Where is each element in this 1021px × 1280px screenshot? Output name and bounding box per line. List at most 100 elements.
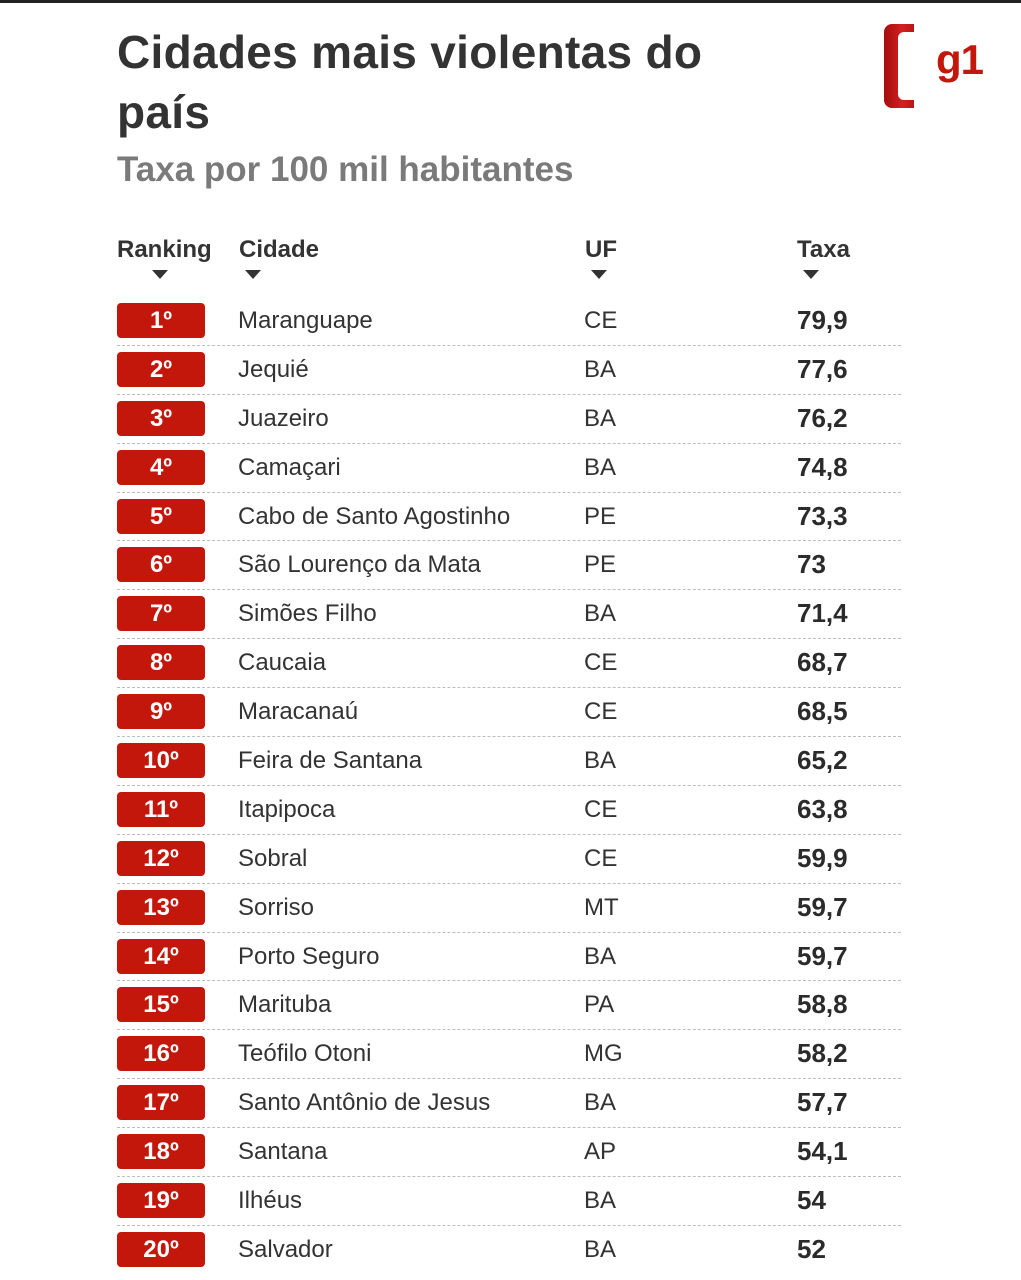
rank-badge: 12º	[117, 840, 205, 876]
table-row: 7º Simões Filho BA 71,4	[117, 590, 901, 640]
state-code: BA	[584, 1235, 617, 1263]
state-code: BA	[584, 453, 617, 481]
logo-text: g1	[936, 36, 984, 83]
state-code: BA	[584, 1089, 617, 1117]
header-uf[interactable]: UF	[585, 236, 617, 286]
logo-bracket-icon	[884, 24, 914, 108]
rate-value: 59,7	[797, 940, 848, 971]
table-row: 15º Marituba PA 58,8	[117, 981, 901, 1031]
state-code: CE	[584, 307, 618, 334]
rank-badge: 14º	[117, 938, 205, 974]
rate-value: 54,1	[797, 1136, 848, 1167]
table-row: 16º Teófilo Otoni MG 58,2	[117, 1030, 901, 1080]
top-rule	[0, 0, 1021, 3]
sort-arrow-icon	[152, 270, 168, 279]
state-code: BA	[584, 747, 617, 775]
table-row: 20º Salvador BA 52	[117, 1226, 901, 1275]
state-code: CE	[584, 649, 618, 677]
state-code: PE	[584, 502, 617, 530]
table-row: 17º Santo Antônio de Jesus BA 57,7	[117, 1079, 901, 1129]
header-ranking-label: Ranking	[117, 236, 212, 263]
rank-badge: 17º	[117, 1085, 205, 1121]
state-code: BA	[584, 600, 617, 628]
city-name: São Lourenço da Mata	[238, 551, 481, 579]
city-name: Feira de Santana	[238, 747, 423, 775]
state-code: BA	[584, 404, 617, 432]
sort-arrow-icon	[803, 270, 819, 279]
state-code: PE	[584, 551, 617, 579]
rank-badge: 16º	[117, 1036, 205, 1072]
sort-arrow-icon	[245, 270, 261, 279]
sort-arrow-icon	[591, 270, 607, 279]
ranking-table: 1º Maranguape CE 79,9 2º Jequié BA 77,6 3º Juazei…	[117, 297, 901, 1275]
table-row: 6º São Lourenço da Mata PE 73	[117, 541, 901, 591]
state-code: BA	[584, 942, 617, 970]
page-subtitle: Taxa por 100 mil habitantes	[117, 150, 574, 189]
header-taxa-label: Taxa	[797, 236, 850, 263]
rate-value: 76,2	[797, 402, 848, 433]
table-row: 10º Feira de Santana BA 65,2	[117, 737, 901, 786]
rate-value: 74,8	[797, 451, 848, 482]
table-row: 1º Maranguape CE 79,9	[117, 297, 901, 346]
city-name: Simões Filho	[238, 600, 377, 628]
rank-badge: 20º	[117, 1231, 205, 1267]
city-name: Marituba	[238, 991, 332, 1019]
city-name: Ilhéus	[238, 1187, 303, 1215]
rate-value: 57,7	[797, 1087, 848, 1118]
city-name: Teófilo Otoni	[238, 1040, 372, 1068]
table-row: 18º Santana AP 54,1	[117, 1128, 901, 1178]
rate-value: 63,8	[797, 793, 848, 824]
city-name: Juazeiro	[238, 404, 329, 432]
rank-badge: 1º	[117, 303, 205, 338]
rate-value: 77,6	[797, 353, 848, 384]
state-code: CE	[584, 795, 618, 823]
rate-value: 52	[797, 1233, 826, 1264]
rank-badge: 9º	[117, 694, 205, 730]
rank-badge: 5º	[117, 498, 205, 534]
city-name: Maracanaú	[238, 698, 359, 726]
city-name: Santana	[238, 1138, 328, 1166]
state-code: CE	[584, 698, 618, 726]
city-name: Porto Seguro	[238, 942, 380, 970]
state-code: AP	[584, 1138, 617, 1166]
rank-badge: 15º	[117, 987, 205, 1023]
rank-badge: 8º	[117, 645, 205, 681]
rate-value: 73,3	[797, 500, 848, 531]
table-row: 8º Caucaia CE 68,7	[117, 639, 901, 689]
rate-value: 68,5	[797, 696, 848, 727]
city-name: Salvador	[238, 1235, 333, 1263]
state-code: MT	[584, 893, 619, 921]
city-name: Itapipoca	[238, 795, 336, 823]
rate-value: 54	[797, 1185, 826, 1216]
rate-value: 65,2	[797, 745, 848, 776]
table-row: 19º Ilhéus BA 54	[117, 1177, 901, 1226]
city-name: Sobral	[238, 844, 308, 872]
city-name: Jequié	[238, 355, 309, 383]
rate-value: 59,7	[797, 891, 848, 922]
table-row: 3º Juazeiro BA 76,2	[117, 395, 901, 444]
city-name: Maranguape	[238, 307, 373, 334]
rank-badge: 19º	[117, 1183, 205, 1219]
rank-badge: 3º	[117, 400, 205, 436]
city-name: Caucaia	[238, 649, 327, 677]
table-row: 4º Camaçari BA 74,8	[117, 444, 901, 493]
header-uf-label: UF	[585, 236, 617, 263]
rank-badge: 11º	[117, 791, 205, 827]
rank-badge: 2º	[117, 351, 205, 387]
header-ranking[interactable]: Ranking	[117, 236, 212, 286]
table-row: 14º Porto Seguro BA 59,7	[117, 933, 901, 982]
rank-badge: 7º	[117, 596, 205, 632]
rank-badge: 18º	[117, 1134, 205, 1170]
city-name: Camaçari	[238, 453, 341, 481]
table-row: 2º Jequié BA 77,6	[117, 346, 901, 395]
state-code: PA	[584, 991, 615, 1019]
header-cidade-label: Cidade	[239, 236, 320, 263]
table-row: 11º Itapipoca CE 63,8	[117, 786, 901, 835]
table-row: 9º Maracanaú CE 68,5	[117, 688, 901, 738]
table-row: 13º Sorriso MT 59,7	[117, 884, 901, 933]
state-code: CE	[584, 844, 618, 872]
rank-badge: 10º	[117, 743, 205, 779]
header-taxa[interactable]: Taxa	[797, 236, 850, 286]
header-cidade[interactable]: Cidade	[239, 236, 319, 286]
state-code: BA	[584, 355, 617, 383]
